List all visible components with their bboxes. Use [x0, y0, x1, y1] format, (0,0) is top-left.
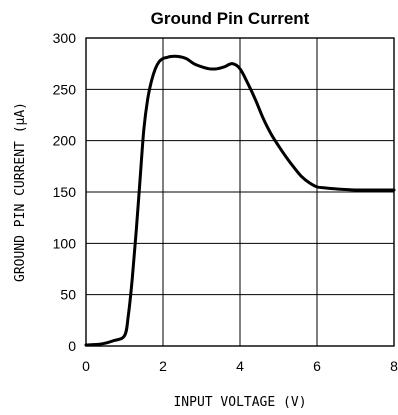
- y-tick-label: 250: [53, 81, 77, 97]
- grid-layer: [86, 38, 394, 346]
- ground-pin-current-curve: [84, 54, 396, 347]
- plot-frame: [85, 37, 395, 347]
- x-tick-label: 2: [159, 358, 167, 374]
- x-tick-label: 4: [236, 358, 244, 374]
- y-axis-label: GROUND PIN CURRENT (μA): [13, 102, 28, 282]
- x-axis-label: INPUT VOLTAGE (V): [173, 395, 306, 410]
- y-tick-label: 150: [53, 184, 77, 200]
- x-tick-label: 8: [390, 358, 398, 374]
- y-tick-label: 0: [68, 338, 76, 354]
- y-tick-label: 200: [53, 133, 77, 149]
- y-tick-label: 300: [53, 30, 77, 46]
- y-tick-label: 50: [60, 287, 76, 303]
- x-tick-label: 6: [313, 358, 321, 374]
- chart-title: Ground Pin Current: [151, 9, 310, 28]
- x-tick-label: 0: [82, 358, 90, 374]
- tick-labels: 0 2 4 6 8 0 50 100 150 200 250 300: [53, 30, 398, 374]
- y-tick-label: 100: [53, 235, 77, 251]
